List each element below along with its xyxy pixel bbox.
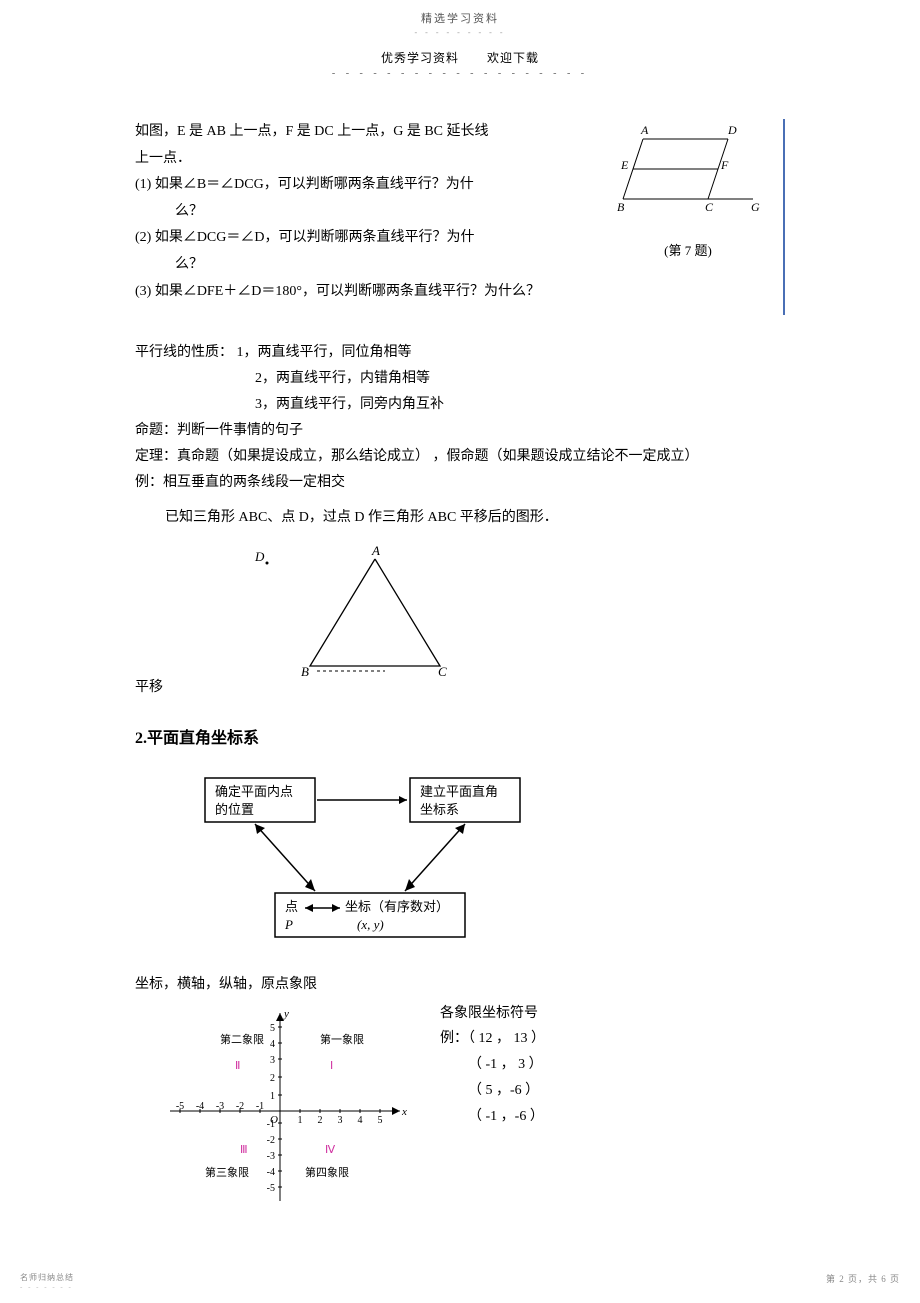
sub-header: 优秀学习资料 欢迎下载 bbox=[135, 49, 785, 66]
svg-text:-4: -4 bbox=[267, 1167, 275, 1178]
box-b-r2: (x, y) bbox=[357, 917, 384, 932]
box-tr-l2: 坐标系 bbox=[420, 802, 459, 817]
svg-text:第二象限: 第二象限 bbox=[220, 1032, 264, 1046]
svg-text:-1: -1 bbox=[267, 1119, 275, 1130]
label-D: D bbox=[727, 123, 737, 137]
box-b-r1: 坐标（有序数对） bbox=[345, 899, 449, 914]
svg-text:第一象限: 第一象限 bbox=[320, 1032, 364, 1046]
box-b-l2: P bbox=[284, 917, 293, 932]
label-C: C bbox=[705, 200, 714, 214]
figure-7: A D E F B C G (第 7 题) bbox=[613, 119, 763, 259]
svg-text:5: 5 bbox=[378, 1115, 383, 1126]
p7-intro-1: 如图，E 是 AB 上一点，F 是 DC 上一点，G 是 BC 延长线 bbox=[135, 119, 535, 146]
tri-B-label: B bbox=[301, 664, 309, 679]
p7-intro-2: 上一点． bbox=[135, 146, 535, 173]
svg-text:-3: -3 bbox=[267, 1151, 275, 1162]
svg-text:1: 1 bbox=[270, 1091, 275, 1102]
tri-A-label: A bbox=[371, 543, 380, 558]
label-E: E bbox=[620, 158, 629, 172]
footer-left: 名师归纳总结 - - - - - - - bbox=[20, 1272, 74, 1291]
svg-text:y: y bbox=[283, 1008, 289, 1020]
translation-label: 平移 bbox=[135, 676, 225, 696]
svg-text:1: 1 bbox=[298, 1115, 303, 1126]
section-2-heading: 2.平面直角坐标系 bbox=[135, 724, 785, 748]
quad-sign-title: 各象限坐标符号 bbox=[440, 1001, 545, 1027]
p7-q1b: 么？ bbox=[175, 199, 535, 226]
tri-C-label: C bbox=[438, 664, 447, 679]
figure-7-caption: (第 7 题) bbox=[613, 240, 763, 259]
parallel-p2: 2，两直线平行，内错角相等 bbox=[255, 366, 785, 392]
heading-num: 2. bbox=[135, 730, 147, 747]
triangle-figure: D A B C bbox=[225, 541, 455, 686]
label-G: G bbox=[751, 200, 760, 214]
coord-intro-line: 坐标，横轴，纵轴，原点象限 bbox=[135, 973, 785, 993]
svg-text:4: 4 bbox=[270, 1039, 275, 1050]
dashed-underline: - - - - - - - - - - - - - - - - - - - bbox=[135, 68, 785, 79]
svg-text:2: 2 bbox=[318, 1115, 323, 1126]
svg-text:3: 3 bbox=[338, 1115, 343, 1126]
svg-text:Ⅰ: Ⅰ bbox=[330, 1060, 333, 1072]
example-line: 例：相互垂直的两条线段一定相交 bbox=[135, 470, 785, 496]
svg-text:Ⅳ: Ⅳ bbox=[325, 1144, 336, 1156]
heading-text: 平面直角坐标系 bbox=[147, 730, 259, 747]
label-F: F bbox=[720, 158, 729, 172]
quad-ex-1: （ -1 ， 3 ） bbox=[468, 1052, 545, 1078]
label-A: A bbox=[640, 123, 649, 137]
quad-ex-0: 例：（ 12 ， 13 ） bbox=[440, 1026, 545, 1052]
box-tl-l1: 确定平面内点 bbox=[215, 784, 293, 799]
parallel-title: 平行线的性质： bbox=[135, 345, 233, 360]
coordinate-plane: x y O -5 -4 -3 -2 -1 1 2 3 4 5 bbox=[150, 1001, 410, 1216]
quad-ex-2: （ 5 ，-6 ） bbox=[468, 1078, 545, 1104]
p7-q2a: (2) 如果∠DCG＝∠D，可以判断哪两条直线平行？为什 bbox=[135, 225, 535, 252]
svg-text:-2: -2 bbox=[267, 1135, 275, 1146]
p7-q1a: (1) 如果∠B＝∠DCG，可以判断哪两条直线平行？为什 bbox=[135, 172, 535, 199]
svg-text:3: 3 bbox=[270, 1055, 275, 1066]
svg-text:Ⅲ: Ⅲ bbox=[240, 1144, 248, 1156]
sub-header-left: 优秀学习资料 bbox=[381, 51, 459, 65]
p7-q3: (3) 如果∠DFE＋∠D＝180°，可以判断哪两条直线平行？为什么？ bbox=[135, 279, 773, 306]
tri-D-label: D bbox=[254, 549, 265, 564]
svg-text:第三象限: 第三象限 bbox=[205, 1165, 249, 1179]
quad-ex-3: （ -1 ，-6 ） bbox=[468, 1104, 545, 1130]
svg-text:Ⅱ: Ⅱ bbox=[235, 1060, 240, 1072]
parallel-p1: 1，两直线平行，同位角相等 bbox=[237, 345, 412, 360]
box-b-l1: 点 bbox=[285, 899, 298, 914]
svg-text:5: 5 bbox=[270, 1023, 275, 1034]
translation-given: 已知三角形 ABC、点 D，过点 D 作三角形 ABC 平移后的图形． bbox=[165, 506, 785, 526]
top-header-dots: - - - - - - - - - bbox=[135, 28, 785, 37]
parallel-p3: 3，两直线平行，同旁内角互补 bbox=[255, 392, 785, 418]
svg-text:2: 2 bbox=[270, 1073, 275, 1084]
box-tl-l2: 的位置 bbox=[215, 802, 254, 817]
svg-text:4: 4 bbox=[358, 1115, 363, 1126]
problem-7-block: 如图，E 是 AB 上一点，F 是 DC 上一点，G 是 BC 延长线 上一点．… bbox=[135, 119, 785, 315]
label-B: B bbox=[617, 200, 625, 214]
top-header: 精选学习资料 bbox=[135, 10, 785, 26]
box-tr-l1: 建立平面直角 bbox=[420, 784, 498, 799]
footer-left-text: 名师归纳总结 bbox=[20, 1272, 74, 1283]
ex0-val: （ 12 ， 13 ） bbox=[468, 1031, 545, 1046]
sub-header-right: 欢迎下载 bbox=[487, 51, 539, 65]
p7-q2b: 么？ bbox=[175, 252, 535, 279]
footer-left-dots: - - - - - - - bbox=[20, 1283, 74, 1291]
svg-text:-5: -5 bbox=[267, 1183, 275, 1194]
proposition-line: 命题：判断一件事情的句子 bbox=[135, 418, 785, 444]
svg-text:x: x bbox=[401, 1106, 407, 1118]
footer-right: 第 2 页，共 6 页 bbox=[826, 1272, 900, 1285]
parallel-title-line: 平行线的性质： 1，两直线平行，同位角相等 bbox=[135, 340, 785, 366]
theorem-line: 定理：真命题（如果提设成立，那么结论成立） ，假命题（如果题设成立结论不一定成立… bbox=[135, 444, 785, 470]
concept-diagram: 确定平面内点 的位置 建立平面直角 坐标系 点 P 坐标（有序数对） (x, y… bbox=[195, 768, 785, 953]
svg-text:第四象限: 第四象限 bbox=[305, 1165, 349, 1179]
